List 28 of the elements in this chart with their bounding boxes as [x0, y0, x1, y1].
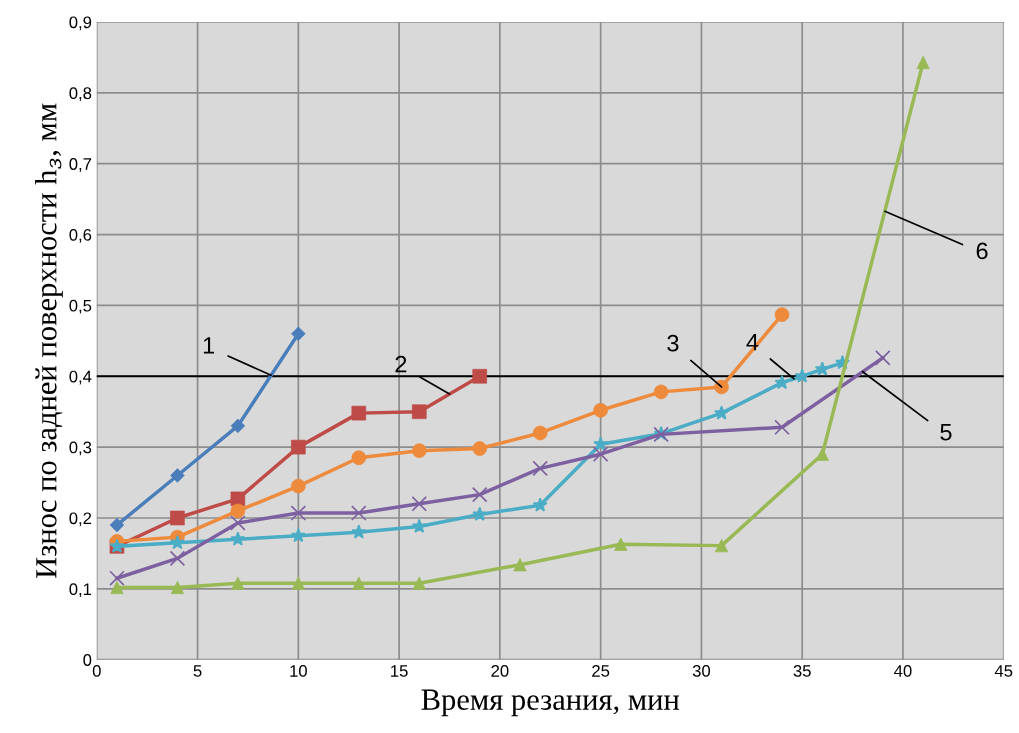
x-tick-label: 35	[793, 665, 811, 677]
x-tick-label: 30	[692, 665, 711, 677]
y-tick-label: 0,1	[69, 583, 92, 598]
series-label: 2	[395, 355, 407, 373]
series-label: 3	[667, 334, 679, 352]
x-tick-label: 25	[592, 665, 610, 677]
x-tick-label: 15	[391, 665, 408, 677]
text: 1	[203, 337, 215, 354]
y-tick-label: 0	[83, 654, 92, 666]
x-tick-label: 0	[92, 665, 101, 677]
x-axis-title: Время резания, мин	[421, 689, 680, 717]
y-tick-label: 0,7	[69, 158, 92, 172]
x-tick-label: 5	[193, 665, 202, 677]
x-tick-label: 45	[994, 665, 1013, 677]
y-tick-label: 0,8	[69, 87, 92, 102]
x-tick-label: 40	[894, 665, 912, 677]
y-tick-label: 0,3	[69, 441, 92, 456]
y-tick-label: 0,2	[69, 512, 92, 527]
y-tick-label: 0,9	[69, 16, 92, 31]
series-label: 4	[746, 333, 759, 351]
y-axis-title: Износ по задней поверхности h$_{з}$, мм	[35, 103, 63, 578]
x-tick-label: 20	[491, 665, 509, 677]
text: 6	[976, 242, 988, 260]
y-tick-label: 0,6	[69, 228, 92, 243]
y-tick-label: 0,5	[69, 299, 92, 314]
x-tick-label: 10	[290, 665, 307, 677]
y-tick-label: 0,4	[69, 370, 92, 385]
text: 5	[940, 424, 952, 441]
